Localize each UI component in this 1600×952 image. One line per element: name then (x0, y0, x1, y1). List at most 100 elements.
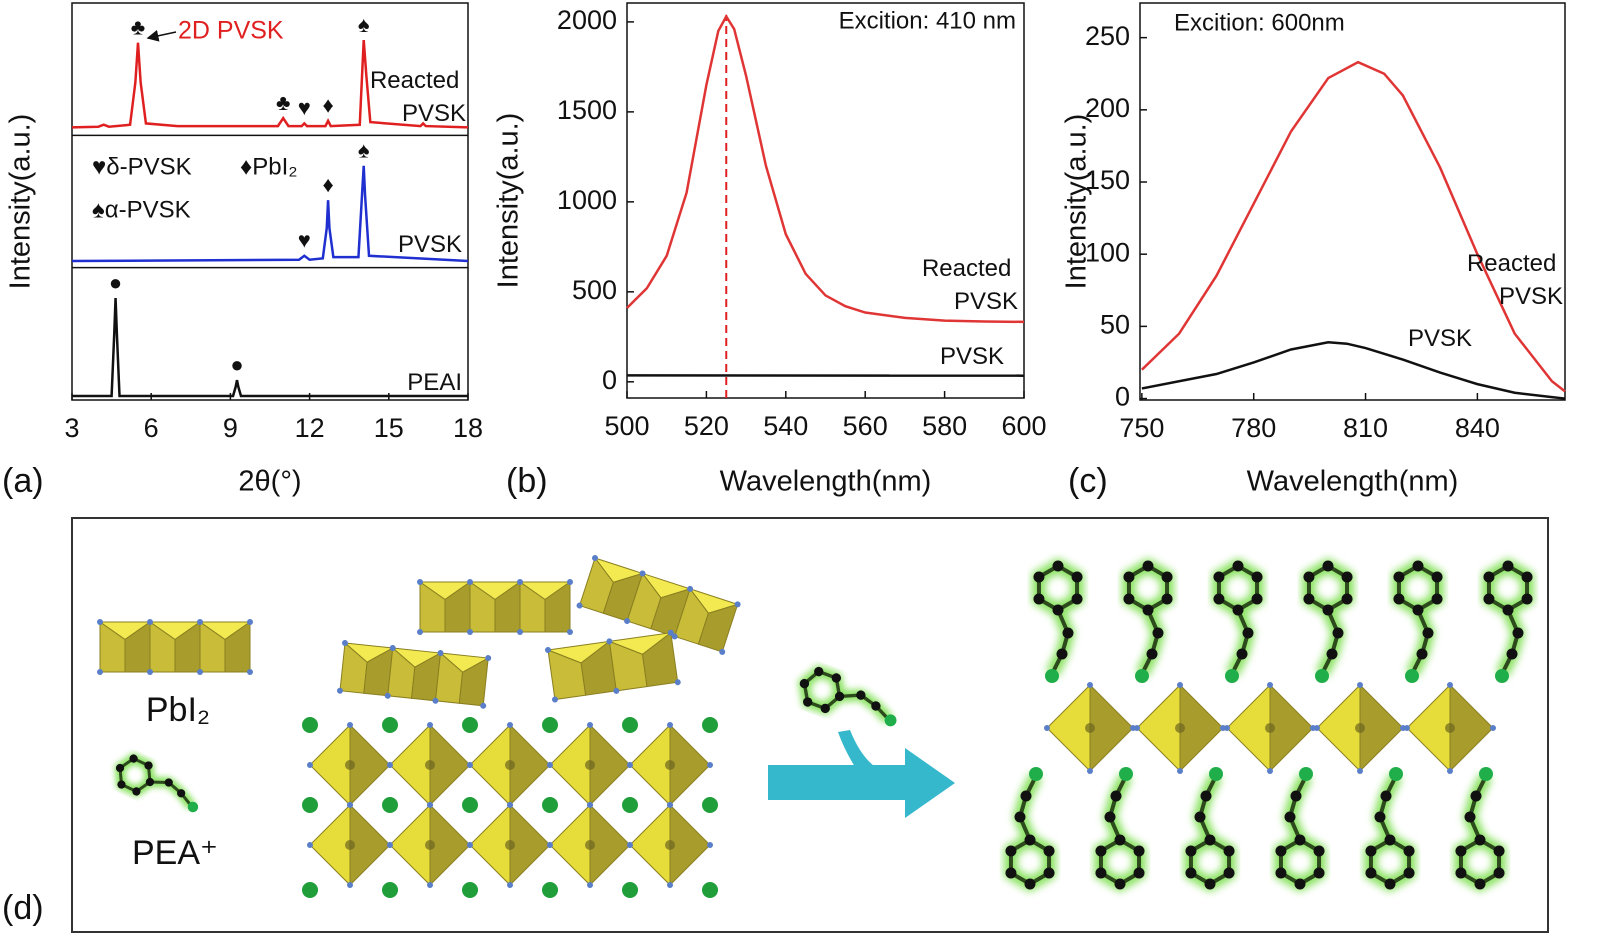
iodide-atom (147, 619, 153, 625)
lead-atom (585, 760, 595, 770)
iodide-atom (707, 762, 713, 768)
series-label: PVSK (1408, 325, 1472, 352)
iodide-atom (734, 601, 741, 608)
pea-molecule (1301, 557, 1355, 683)
carbon-atom (1374, 811, 1386, 823)
y-axis-title: Intensity(a.u.) (493, 113, 525, 289)
carbon-atom (1251, 593, 1263, 605)
y-tick-label: 500 (572, 275, 617, 305)
panel-label: (a) (2, 462, 44, 500)
x-tick-label: 18 (453, 413, 483, 443)
series-label: Reacted PVSK (922, 255, 1018, 315)
octahedron (697, 603, 739, 653)
x-axis-title: 2θ(°) (238, 466, 301, 498)
iodide-atom (467, 842, 473, 848)
iodide-atom (347, 722, 353, 728)
carbon-atom (1380, 790, 1392, 802)
diagram-frame (71, 517, 1549, 933)
plot-frame (71, 2, 469, 401)
iodide-atom (1267, 682, 1273, 688)
carbon-atom (1133, 867, 1145, 879)
iodide-atom (547, 842, 553, 848)
iodide-atom (417, 579, 423, 585)
carbon-atom (1133, 845, 1145, 857)
nitrogen-atom (1495, 669, 1509, 683)
cation-atom (302, 797, 318, 813)
carbon-atom (1322, 560, 1334, 572)
octahedron (429, 723, 471, 807)
iodide-atom (1224, 725, 1230, 731)
carbon-atom (1326, 648, 1338, 660)
pea-molecule (1273, 767, 1327, 893)
carbon-atom (1052, 560, 1064, 572)
pbi2-chain (576, 555, 741, 655)
iodide-atom (1357, 768, 1363, 774)
carbon-atom (1341, 593, 1353, 605)
iodide-atom (467, 762, 473, 768)
cation-atom (622, 882, 638, 898)
carbon-atom (1365, 845, 1377, 857)
carbon-atom (1020, 790, 1032, 802)
carbon-atom (1024, 878, 1036, 890)
lead-atom (665, 840, 675, 850)
carbon-atom (1043, 845, 1055, 857)
cation-atom (542, 882, 558, 898)
iodide-atom (307, 762, 313, 768)
octahedron (1269, 683, 1314, 773)
octahedron (389, 803, 431, 887)
series-line (1141, 340, 1566, 400)
carbon-atom (1052, 604, 1064, 616)
pea-molecule (1121, 557, 1175, 683)
carbon-atom (1474, 834, 1486, 846)
iodide-atom (667, 802, 673, 808)
x-tick-label: 750 (1119, 413, 1164, 443)
carbon-atom (1024, 834, 1036, 846)
iodide-atom (467, 579, 473, 585)
octahedron (629, 723, 671, 807)
iodide-atom (97, 669, 103, 675)
peak-marker: ♣ (276, 90, 290, 115)
iodide-atom (592, 555, 598, 561)
carbon-atom (1005, 845, 1017, 857)
cation-atom (542, 797, 558, 813)
iodide-atom (674, 679, 681, 686)
carbon-atom (1422, 627, 1434, 639)
y-tick-label: 0 (1115, 382, 1130, 412)
pbi2-chain (545, 629, 681, 703)
octahedron (309, 723, 351, 807)
iodide-atom (671, 633, 678, 640)
carbon-atom (1483, 571, 1495, 583)
pea-molecule (797, 664, 897, 727)
carbon-atom (1412, 560, 1424, 572)
carbon-atom (1384, 834, 1396, 846)
carbon-atom (1114, 878, 1126, 890)
reaction-arrow (838, 730, 880, 775)
x-axis-title: Wavelength(nm) (720, 466, 932, 498)
octahedron (669, 723, 711, 807)
carbon-atom (1033, 571, 1045, 583)
iodide-atom (1447, 768, 1453, 774)
iodide-atom (437, 650, 444, 657)
lead-atom (345, 760, 355, 770)
annotation: 2D PVSK (178, 17, 284, 45)
carbon-atom (1303, 593, 1315, 605)
x-tick-label: 780 (1231, 413, 1276, 443)
octahedron (1226, 683, 1271, 773)
lead-atom (505, 760, 515, 770)
carbon-atom (1200, 790, 1212, 802)
iodide-atom (545, 647, 551, 653)
cation-atom (622, 717, 638, 733)
iodide-atom (485, 655, 492, 662)
peak-marker: ♥ (298, 228, 311, 253)
iodide-atom (719, 648, 726, 655)
y-tick-label: 0 (602, 365, 617, 395)
carbon-atom (1502, 604, 1514, 616)
carbon-atom (144, 761, 153, 770)
octahedron (1449, 683, 1494, 773)
carbon-atom (145, 777, 155, 787)
carbon-atom (1403, 867, 1415, 879)
iodide-atom (624, 618, 631, 625)
iodide-atom (1447, 682, 1453, 688)
carbon-atom (1062, 627, 1074, 639)
